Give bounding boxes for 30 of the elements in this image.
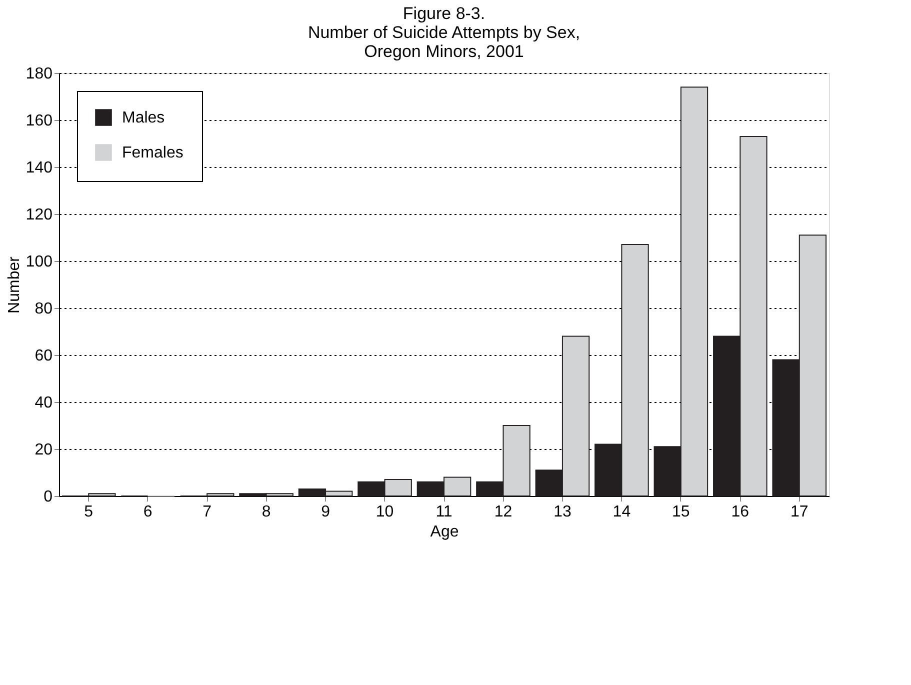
y-tick-label: 40 (34, 394, 53, 412)
y-tick-label: 180 (26, 66, 53, 82)
x-tick-label: 15 (672, 504, 690, 520)
x-tick-label: 9 (321, 504, 330, 520)
y-tick-label: 100 (26, 254, 53, 270)
x-tick-label: 7 (202, 504, 212, 520)
legend-label: Males (122, 110, 165, 126)
y-tick-label: 0 (44, 488, 53, 506)
y-axis-title: Number (6, 256, 23, 314)
x-tick-label: 11 (436, 504, 452, 520)
text: Figure 8-3. (402, 4, 486, 23)
y-tick-label: 80 (34, 300, 53, 318)
x-tick-label: 10 (376, 504, 394, 520)
legend-label: Females (122, 144, 184, 162)
x-tick-label: 6 (143, 504, 152, 520)
text: Oregon Minors, 2001 (364, 42, 524, 61)
y-tick-label: 120 (26, 206, 53, 224)
x-axis-title: Age (430, 524, 459, 540)
x-tick-label: 14 (612, 504, 631, 520)
x-tick-label: 12 (494, 504, 512, 520)
y-tick-label: 60 (34, 348, 53, 364)
x-tick-label: 17 (790, 504, 808, 520)
x-tick-label: 5 (84, 504, 94, 520)
text: Number of Suicide Attempts by Sex, (308, 23, 580, 42)
x-tick-label: 13 (554, 504, 572, 520)
y-tick-label: 20 (34, 442, 53, 458)
x-tick-label: 8 (262, 504, 271, 520)
x-tick-label: 16 (731, 504, 750, 520)
y-tick-label: 160 (26, 112, 53, 130)
y-tick-label: 140 (26, 160, 53, 176)
